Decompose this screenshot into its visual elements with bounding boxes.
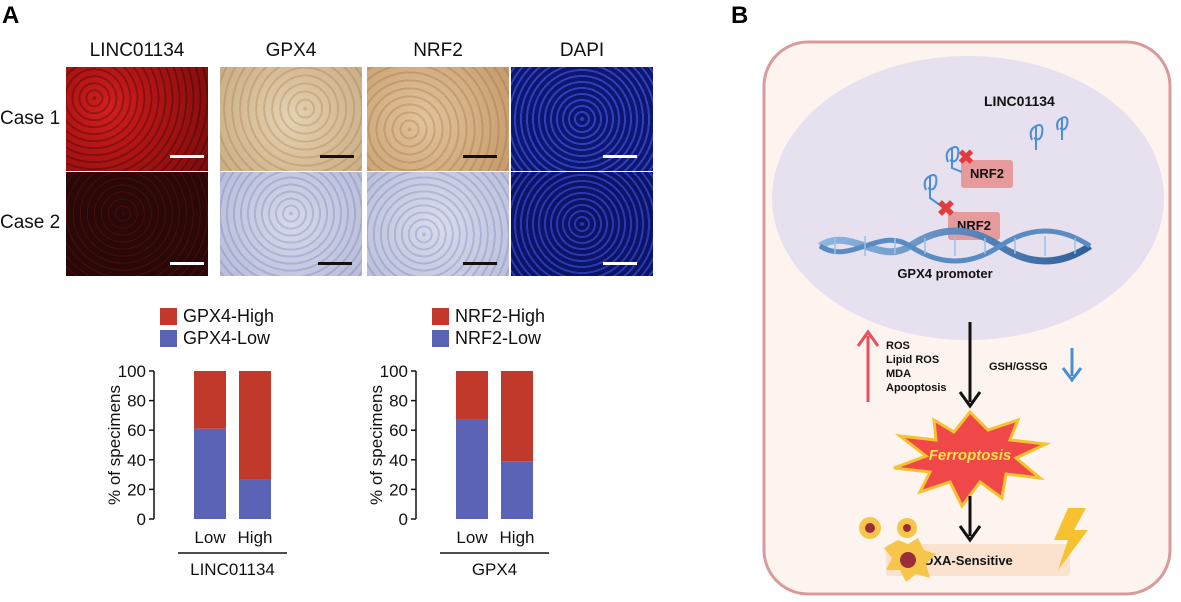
bar-segment-gpx4-high [194, 371, 226, 429]
up-item-ros: ROS [886, 340, 910, 352]
bar-segment-nrf2-high [501, 371, 533, 462]
scale-bar [320, 155, 354, 158]
legend-label: GPX4-Low [183, 328, 271, 348]
ferroptosis-burst-icon [893, 409, 1052, 509]
scale-bar [318, 262, 352, 265]
dna-helix-icon [818, 227, 1092, 265]
decrease-arrow-icon [1061, 348, 1083, 383]
micrograph-case2-nrf2 [367, 172, 509, 276]
micrograph-case1-nrf2 [367, 67, 509, 171]
legend-swatch [160, 308, 177, 325]
legend-label: NRF2-Low [455, 328, 542, 348]
legend-swatch [160, 330, 177, 347]
stacked-bar-chart-gpx4: 0 20 40 60 80 100 % of specimens Low High GPX4 [367, 362, 549, 579]
nrf2-protein-1 [961, 160, 1013, 188]
y-tick-label: 100 [380, 362, 408, 381]
y-tick-label: 100 [118, 362, 146, 381]
y-tick-label: 0 [137, 510, 146, 529]
micrograph-case1-dapi [511, 67, 653, 171]
micrograph-case2-dapi [511, 172, 653, 276]
micrograph-case1-linc01134 [66, 67, 208, 171]
column-label-nrf2: NRF2 [413, 40, 463, 61]
legend-item-nrf2-low: NRF2-Low [432, 328, 541, 349]
legend-label: NRF2-High [455, 306, 546, 326]
pathway-arrow-icon [958, 322, 982, 409]
block-cross-icon: ✖ [937, 196, 955, 221]
bar-segment-gpx4-high [239, 371, 271, 480]
legend-swatch [432, 308, 449, 325]
bar-segment-nrf2-low [501, 461, 533, 519]
increase-arrow-icon [856, 329, 880, 402]
x-tick-label: High [238, 528, 273, 547]
legend-item-gpx4-high: GPX4-High [160, 306, 274, 327]
micrograph-case1-gpx4 [220, 67, 362, 171]
column-label-gpx4: GPX4 [265, 40, 317, 61]
y-tick-label: 20 [127, 480, 146, 499]
up-item-apoptosis: Apooptosis [886, 382, 947, 394]
column-label-dapi: DAPI [559, 40, 605, 61]
x-tick-label: Low [194, 528, 226, 547]
bar-segment-nrf2-high [456, 371, 488, 420]
nucleus [772, 56, 1164, 340]
legend-swatch [432, 330, 449, 347]
row-label-case-1: Case 1 [0, 108, 61, 129]
x-axis-title: LINC01134 [190, 560, 275, 579]
scale-bar [170, 262, 204, 265]
up-item-mda: MDA [886, 368, 911, 380]
y-tick-label: 40 [127, 451, 146, 470]
ferroptosis-label: Ferroptosis [929, 447, 1012, 464]
row-label-case-2: Case 2 [0, 212, 61, 233]
gsh-gssg-label: GSH/GSSG [989, 361, 1048, 373]
x-tick-label: High [500, 528, 535, 547]
y-axis-title: % of specimens [105, 385, 124, 505]
pathway-arrow-icon [958, 496, 982, 543]
scale-bar [170, 155, 204, 158]
block-cross-icon: ✖ [958, 147, 975, 169]
scale-bar [463, 155, 497, 158]
lncrna-bound-icon [945, 146, 963, 173]
bar-segment-gpx4-low [239, 479, 271, 519]
legend-item-nrf2-high: NRF2-High [432, 306, 545, 327]
bar-segment-gpx4-low [194, 428, 226, 519]
panel-b-letter: B [731, 2, 749, 29]
y-tick-label: 20 [389, 480, 408, 499]
lncrna-bound-icon [923, 174, 945, 209]
y-tick-label: 80 [127, 392, 146, 411]
x-axis-title: GPX4 [472, 560, 517, 579]
legend-item-gpx4-low: GPX4-Low [160, 328, 270, 349]
y-tick-label: 80 [389, 392, 408, 411]
nrf2-label-1: NRF2 [970, 166, 1004, 181]
up-item-lipid-ros: Lipid ROS [886, 354, 939, 366]
lightning-icon [1054, 508, 1088, 570]
lncrna-icon [1029, 116, 1069, 150]
gpx4-promoter-label: GPX4 promoter [897, 266, 992, 281]
mechanism-diagram: LINC01134 NRF2 ✖ NRF2 ✖ GPX4 promoter [762, 40, 1172, 596]
dying-cell-icon [859, 517, 936, 582]
scale-bar [603, 155, 637, 158]
scale-bar [603, 262, 637, 265]
micrograph-case2-gpx4 [220, 172, 362, 276]
oxa-sensitive-label: OXA-Sensitive [923, 553, 1013, 568]
y-axis-title: % of specimens [367, 385, 386, 505]
y-tick-label: 60 [127, 421, 146, 440]
linc01134-label: LINC01134 [984, 93, 1055, 109]
scale-bar [463, 262, 497, 265]
legend-label: GPX4-High [183, 306, 275, 326]
x-tick-label: Low [456, 528, 488, 547]
micrograph-case2-linc01134 [66, 172, 208, 276]
y-tick-label: 0 [399, 510, 408, 529]
panel-a-letter: A [2, 2, 20, 29]
stacked-bar-chart-linc01134: 0 20 40 60 80 100 % of specimens Low High LINC011… [105, 362, 287, 579]
y-tick-label: 40 [389, 451, 408, 470]
bar-segment-nrf2-low [456, 419, 488, 519]
y-tick-label: 60 [389, 421, 408, 440]
outcome-box [886, 544, 1070, 576]
column-label-linc01134: LINC01134 [89, 40, 185, 61]
